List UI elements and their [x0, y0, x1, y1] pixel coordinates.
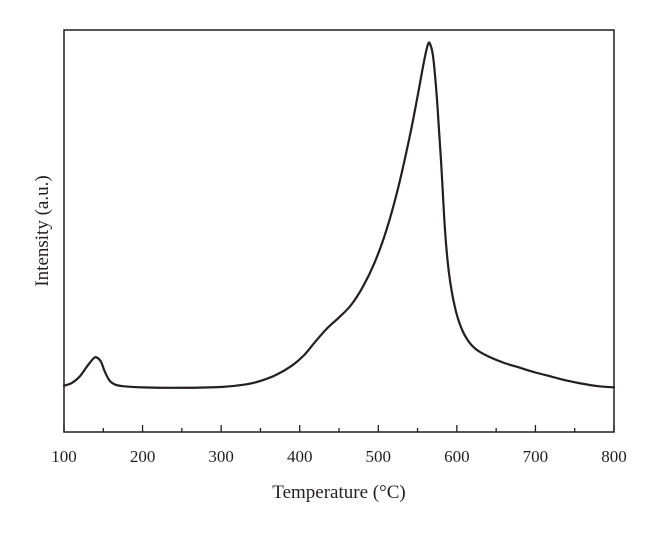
x-tick-label: 400 [287, 447, 313, 466]
x-axis-ticks [63, 425, 615, 432]
x-tick-label: 800 [601, 447, 627, 466]
x-tick-label: 300 [208, 447, 234, 466]
series-line [62, 41, 616, 389]
x-tick-label: 200 [130, 447, 156, 466]
x-tick-label: 700 [523, 447, 549, 466]
x-axis-tick-labels: 100 200 300 400 500 600 700 800 [51, 447, 627, 466]
x-tick-label: 600 [444, 447, 470, 466]
x-axis-label: Temperature (°C) [272, 482, 405, 503]
x-tick-label: 500 [366, 447, 392, 466]
x-tick-label: 100 [51, 447, 77, 466]
y-axis-label: Intensity (a.u.) [32, 175, 53, 286]
